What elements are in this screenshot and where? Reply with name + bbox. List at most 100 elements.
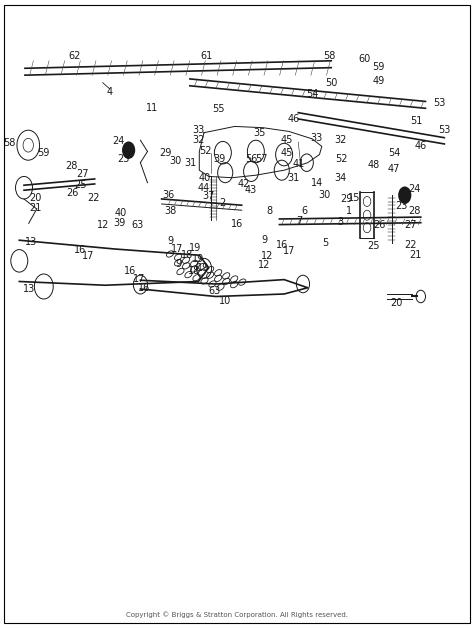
Text: 57: 57: [255, 154, 268, 164]
Text: 29: 29: [159, 148, 172, 158]
Text: 17: 17: [133, 274, 145, 284]
Text: 23: 23: [117, 154, 129, 164]
Text: 11: 11: [146, 102, 158, 112]
Text: 32: 32: [335, 135, 347, 145]
Text: 31: 31: [287, 173, 300, 183]
Text: 33: 33: [310, 133, 322, 143]
Text: 52: 52: [199, 146, 211, 156]
Text: 53: 53: [438, 124, 450, 134]
Text: 45: 45: [280, 135, 292, 145]
Text: 17: 17: [283, 246, 295, 256]
Text: Copyright © Briggs & Stratton Corporation. All Rights reserved.: Copyright © Briggs & Stratton Corporatio…: [126, 612, 348, 619]
Text: 48: 48: [367, 160, 380, 170]
Text: 54: 54: [389, 148, 401, 158]
Text: 26: 26: [373, 220, 385, 230]
Text: 25: 25: [367, 242, 380, 251]
Text: 58: 58: [4, 138, 16, 148]
Text: 46: 46: [415, 141, 427, 151]
Text: 16: 16: [74, 244, 87, 254]
Text: 41: 41: [292, 159, 304, 169]
Text: 63: 63: [131, 220, 143, 230]
Text: 56: 56: [245, 154, 257, 164]
Text: 28: 28: [65, 161, 77, 171]
Text: 12: 12: [262, 251, 274, 261]
Text: 24: 24: [408, 184, 420, 194]
Text: 32: 32: [192, 135, 205, 145]
Text: 5: 5: [322, 238, 328, 247]
Text: 12: 12: [97, 220, 109, 230]
Text: 59: 59: [37, 148, 50, 158]
Text: 19: 19: [192, 254, 204, 264]
Text: 43: 43: [244, 185, 256, 195]
Text: 35: 35: [254, 127, 266, 138]
Text: 63: 63: [208, 286, 220, 296]
Text: 55: 55: [212, 104, 224, 114]
Text: 16: 16: [137, 283, 150, 293]
Text: 61: 61: [200, 51, 212, 62]
Text: 16: 16: [124, 266, 137, 276]
Text: 6: 6: [301, 207, 308, 217]
Text: 14: 14: [311, 178, 323, 188]
Text: 23: 23: [395, 202, 407, 212]
Text: 21: 21: [409, 250, 421, 260]
Text: 1: 1: [346, 207, 352, 217]
Text: 33: 33: [192, 124, 204, 134]
Text: 24: 24: [112, 136, 125, 146]
Text: 13: 13: [25, 237, 36, 247]
Text: 46: 46: [287, 114, 300, 124]
Text: 22: 22: [87, 193, 100, 203]
Text: 50: 50: [325, 78, 337, 88]
Text: 4: 4: [107, 87, 113, 97]
Text: 9: 9: [261, 236, 267, 245]
Text: 25: 25: [74, 180, 87, 190]
Text: 21: 21: [29, 203, 42, 213]
Text: 42: 42: [238, 179, 250, 189]
Text: 29: 29: [340, 194, 353, 204]
Text: 3: 3: [337, 217, 344, 227]
Text: 58: 58: [323, 51, 335, 62]
Text: 30: 30: [318, 190, 330, 200]
Text: 62: 62: [68, 51, 81, 62]
Text: 40: 40: [115, 208, 127, 218]
Text: 36: 36: [163, 190, 175, 200]
Text: 40: 40: [199, 173, 211, 183]
Text: 18: 18: [188, 266, 200, 276]
Text: 31: 31: [185, 158, 197, 168]
Text: 39: 39: [113, 218, 125, 228]
Text: 16: 16: [231, 219, 243, 229]
Text: 44: 44: [198, 183, 210, 193]
Text: 2: 2: [219, 198, 225, 208]
Circle shape: [122, 141, 135, 159]
Text: 52: 52: [336, 154, 348, 164]
Text: 53: 53: [433, 98, 446, 107]
Text: 12: 12: [258, 260, 270, 270]
Text: 9: 9: [167, 237, 173, 246]
Text: 16: 16: [276, 241, 288, 250]
Text: 10: 10: [219, 296, 231, 306]
Text: 7: 7: [296, 217, 302, 227]
Text: 34: 34: [335, 173, 347, 183]
Text: 39: 39: [213, 154, 225, 164]
Text: 13: 13: [23, 284, 35, 294]
Text: 45: 45: [280, 148, 292, 158]
Text: 60: 60: [358, 54, 370, 64]
Text: 8: 8: [266, 207, 272, 217]
Text: 20: 20: [390, 298, 402, 308]
Text: 37: 37: [202, 192, 215, 202]
Text: 26: 26: [66, 188, 78, 198]
Text: 30: 30: [170, 156, 182, 166]
Text: 28: 28: [408, 207, 420, 217]
Text: 20: 20: [29, 193, 42, 203]
Text: 17: 17: [172, 244, 184, 254]
Text: 51: 51: [410, 116, 422, 126]
Text: 22: 22: [404, 241, 417, 250]
Text: 27: 27: [76, 169, 89, 179]
Text: 47: 47: [387, 164, 400, 174]
Text: 49: 49: [372, 77, 384, 87]
Text: 19: 19: [197, 263, 209, 273]
Text: 19: 19: [190, 243, 201, 252]
Text: 27: 27: [404, 220, 417, 230]
Text: 17: 17: [82, 251, 95, 261]
Text: 54: 54: [306, 89, 319, 99]
Text: 18: 18: [182, 250, 194, 260]
